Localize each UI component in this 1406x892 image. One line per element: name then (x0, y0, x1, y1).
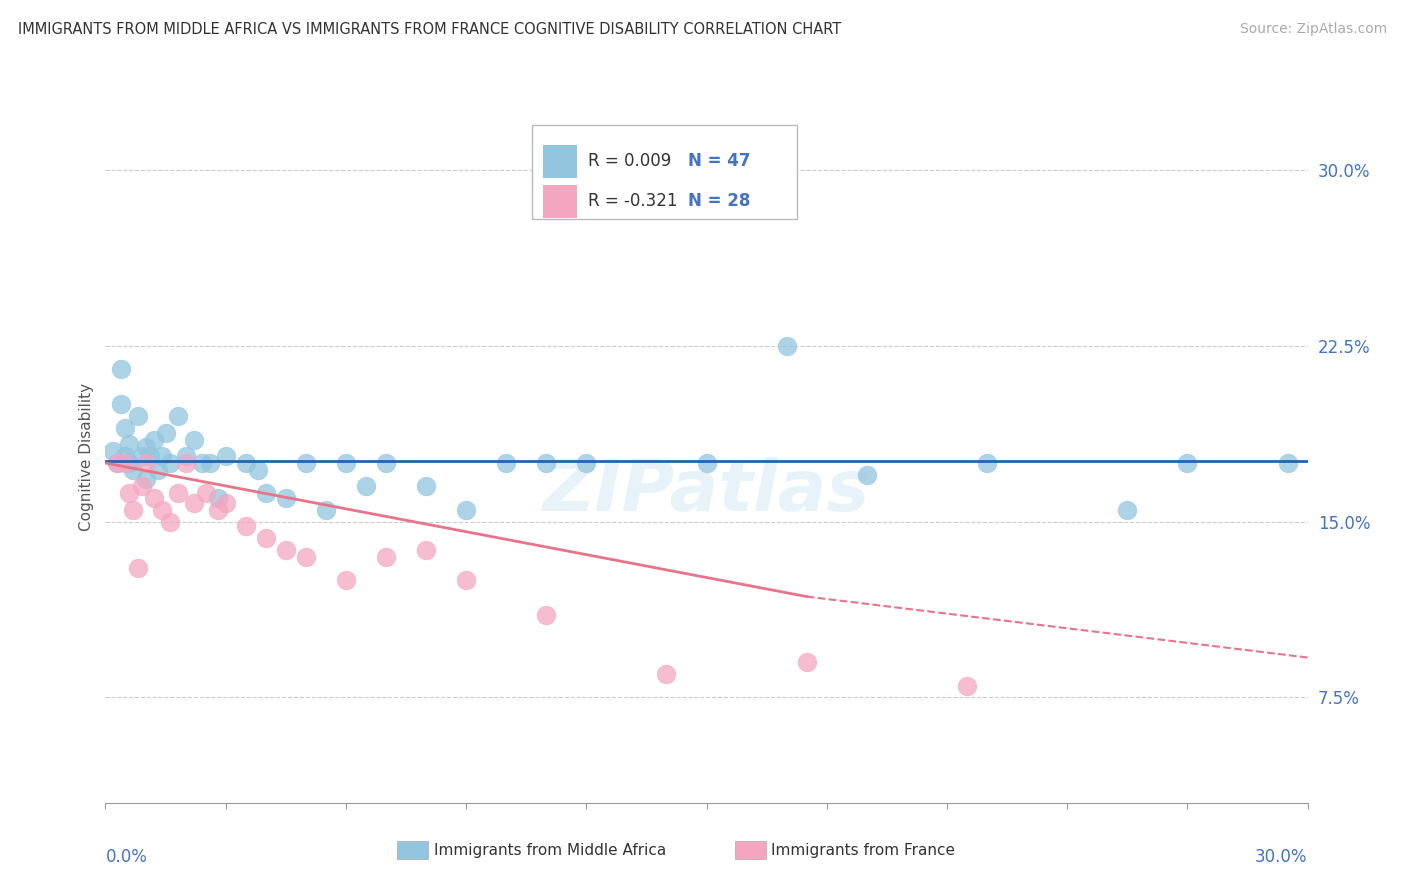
Text: R = 0.009: R = 0.009 (588, 153, 671, 170)
Point (114, 421, 136, 435)
Point (534, 608, 557, 623)
Point (118, 437, 141, 451)
Point (235, 456, 257, 470)
Point (122, 463, 145, 477)
Point (114, 456, 136, 470)
Point (135, 456, 157, 470)
Point (166, 486, 188, 500)
Point (114, 449, 136, 463)
Point (110, 397, 132, 411)
Point (127, 561, 149, 575)
Point (855, 467, 877, 482)
Text: N = 28: N = 28 (689, 193, 751, 211)
Text: Immigrants from France: Immigrants from France (772, 843, 955, 857)
Text: R = -0.321: R = -0.321 (588, 193, 678, 211)
Point (956, 679, 979, 693)
Point (534, 456, 557, 470)
Point (107, 456, 129, 470)
Point (207, 491, 229, 505)
Text: 0.0%: 0.0% (105, 847, 148, 866)
Point (335, 573, 357, 587)
Point (103, 444, 125, 458)
Point (214, 449, 236, 463)
Point (150, 449, 173, 463)
Point (122, 503, 145, 517)
Point (274, 542, 297, 557)
Point (207, 503, 229, 517)
Point (295, 549, 318, 564)
Point (183, 433, 205, 447)
Point (335, 456, 357, 470)
Point (174, 456, 197, 470)
Point (295, 456, 318, 470)
Point (127, 409, 149, 424)
Point (142, 491, 165, 505)
Point (1277, 456, 1299, 470)
Point (1116, 503, 1139, 517)
Point (150, 503, 173, 517)
Point (374, 549, 398, 564)
Point (142, 433, 165, 447)
Point (118, 456, 141, 470)
Point (198, 456, 221, 470)
Point (246, 463, 269, 477)
Y-axis label: Cognitive Disability: Cognitive Disability (79, 383, 94, 532)
Point (454, 503, 477, 517)
Point (214, 496, 236, 510)
Point (415, 479, 437, 493)
Point (415, 542, 437, 557)
Text: 30.0%: 30.0% (1256, 847, 1308, 866)
Text: ZIPatlas: ZIPatlas (543, 458, 870, 526)
Point (135, 472, 157, 486)
Point (166, 409, 188, 424)
Point (107, 456, 129, 470)
Point (354, 479, 377, 493)
Point (135, 440, 157, 454)
Text: IMMIGRANTS FROM MIDDLE AFRICA VS IMMIGRANTS FROM FRANCE COGNITIVE DISABILITY COR: IMMIGRANTS FROM MIDDLE AFRICA VS IMMIGRA… (18, 22, 842, 37)
Point (118, 486, 141, 500)
Point (159, 456, 181, 470)
Point (1177, 456, 1199, 470)
Point (374, 456, 398, 470)
Point (776, 339, 799, 353)
Text: Source: ZipAtlas.com: Source: ZipAtlas.com (1240, 22, 1388, 37)
Point (131, 449, 153, 463)
Point (274, 491, 297, 505)
Point (454, 573, 477, 587)
Point (495, 456, 517, 470)
Point (131, 479, 153, 493)
Point (254, 486, 277, 500)
Point (138, 449, 160, 463)
Text: N = 47: N = 47 (689, 153, 751, 170)
Point (235, 519, 257, 533)
Point (155, 425, 177, 440)
Point (696, 456, 718, 470)
Point (575, 456, 598, 470)
Point (254, 531, 277, 545)
Point (315, 503, 337, 517)
Point (796, 655, 818, 669)
Point (655, 667, 678, 681)
Point (174, 449, 197, 463)
Point (190, 456, 212, 470)
Point (194, 486, 217, 500)
Point (146, 463, 169, 477)
Point (159, 515, 181, 529)
Point (183, 496, 205, 510)
Point (110, 362, 132, 376)
Text: Immigrants from Middle Africa: Immigrants from Middle Africa (433, 843, 666, 857)
Point (976, 456, 998, 470)
